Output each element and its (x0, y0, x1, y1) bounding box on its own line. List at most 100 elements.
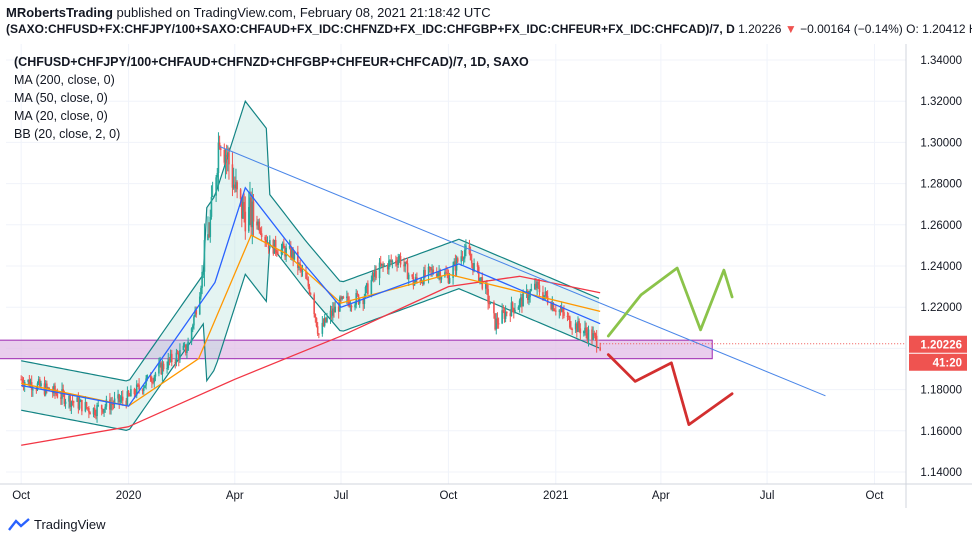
candle-body (396, 262, 398, 265)
candle-body (105, 399, 108, 407)
candle-body (567, 316, 570, 318)
candle-body (339, 297, 341, 312)
candle-body (391, 260, 394, 263)
bollinger-fill (21, 101, 599, 431)
candle-body (574, 323, 577, 330)
candle-body (120, 396, 123, 400)
candle-body (21, 379, 24, 384)
support-zone[interactable] (0, 339, 713, 360)
down-arrow-icon: ▼ (784, 22, 797, 36)
candle-body (330, 310, 333, 316)
candle-body (112, 404, 115, 406)
candle-body (553, 310, 556, 312)
candle-body (440, 276, 443, 280)
legend-ma50[interactable]: MA (50, close, 0) (14, 91, 108, 105)
author-name[interactable]: MRobertsTrading (6, 5, 113, 20)
candle-body (362, 299, 364, 305)
candle-body (128, 395, 131, 397)
candle-body (40, 383, 42, 387)
candle-body (447, 273, 450, 284)
ma-line (21, 275, 601, 446)
moving-averages (21, 186, 601, 446)
candle-body (405, 261, 408, 264)
candle-body (379, 262, 382, 266)
legend-bb[interactable]: BB (20, close, 2, 0) (14, 127, 121, 141)
candle-body (495, 318, 498, 330)
candle-body (84, 402, 87, 412)
candle-body (151, 381, 153, 383)
legend-ma20[interactable]: MA (20, close, 0) (14, 109, 108, 123)
trendline[interactable] (219, 146, 826, 397)
candle-body (583, 331, 585, 334)
time-axis[interactable]: Oct 2020 Apr Jul Oct 2021 Apr Jul Oct (12, 490, 884, 502)
candle-body (93, 408, 96, 416)
candle-body (323, 317, 326, 326)
candle-body (577, 321, 579, 332)
candle-body (92, 408, 95, 415)
candle-body (411, 274, 414, 277)
candle-body (334, 306, 336, 313)
plot-background (0, 44, 972, 484)
candle-body (249, 197, 251, 208)
candle-body (29, 382, 32, 387)
candle-body (224, 154, 227, 163)
candle-body (95, 415, 97, 417)
candle-body (125, 400, 128, 406)
candle-body (265, 240, 268, 243)
candle-body (397, 259, 400, 265)
candle-body (545, 291, 548, 297)
candle-body (386, 265, 389, 270)
red-projection-path[interactable] (606, 353, 734, 427)
candle-body (407, 274, 410, 280)
candle-body (416, 277, 418, 280)
candle-body (231, 164, 234, 188)
candle-body (85, 402, 88, 408)
candle-body (277, 253, 279, 255)
candle-body (266, 242, 269, 244)
candle-body (503, 311, 506, 319)
candle-body (153, 376, 156, 383)
price-tag-box (909, 335, 967, 353)
candle-body (168, 358, 171, 361)
y-tick-label: 1.34000 (920, 55, 962, 67)
candle-body (22, 383, 25, 387)
candle-body (258, 221, 261, 232)
y-tick-label: 1.26000 (920, 220, 962, 232)
candle-body (264, 236, 266, 241)
candle-body (398, 255, 401, 260)
candle-body (152, 381, 154, 383)
candle-body (526, 290, 529, 300)
candle-body (370, 280, 373, 295)
candle-body (260, 233, 263, 237)
candle-body (445, 272, 447, 274)
candle-body (432, 269, 435, 274)
candle-body (509, 313, 512, 317)
candle-body (406, 263, 409, 280)
legend-ma200[interactable]: MA (200, close, 0) (14, 73, 115, 87)
candle-body (117, 394, 119, 399)
candle-body (149, 375, 152, 382)
x-tick-label: Oct (866, 490, 885, 502)
candle-body (488, 302, 491, 305)
candle-body (326, 317, 328, 322)
green-projection-path[interactable] (606, 266, 734, 338)
candle-body (162, 363, 165, 370)
candle-body (358, 299, 361, 304)
y-tick-label: 1.14000 (920, 467, 962, 479)
candle-body (201, 271, 203, 288)
candle-body (367, 283, 369, 295)
candle-body (78, 401, 81, 409)
candle-body (141, 389, 144, 392)
candle-body (104, 406, 107, 410)
candle-body (512, 308, 515, 313)
candle-body (28, 379, 31, 387)
last-value: 1.20226 (738, 22, 782, 36)
footer-brand[interactable]: TradingView (8, 517, 106, 532)
candle-body (308, 286, 311, 294)
candle-body (569, 316, 571, 328)
candle-body (333, 308, 335, 313)
candle-body (566, 315, 569, 317)
candle-body (63, 392, 66, 404)
candle-body (364, 287, 367, 297)
